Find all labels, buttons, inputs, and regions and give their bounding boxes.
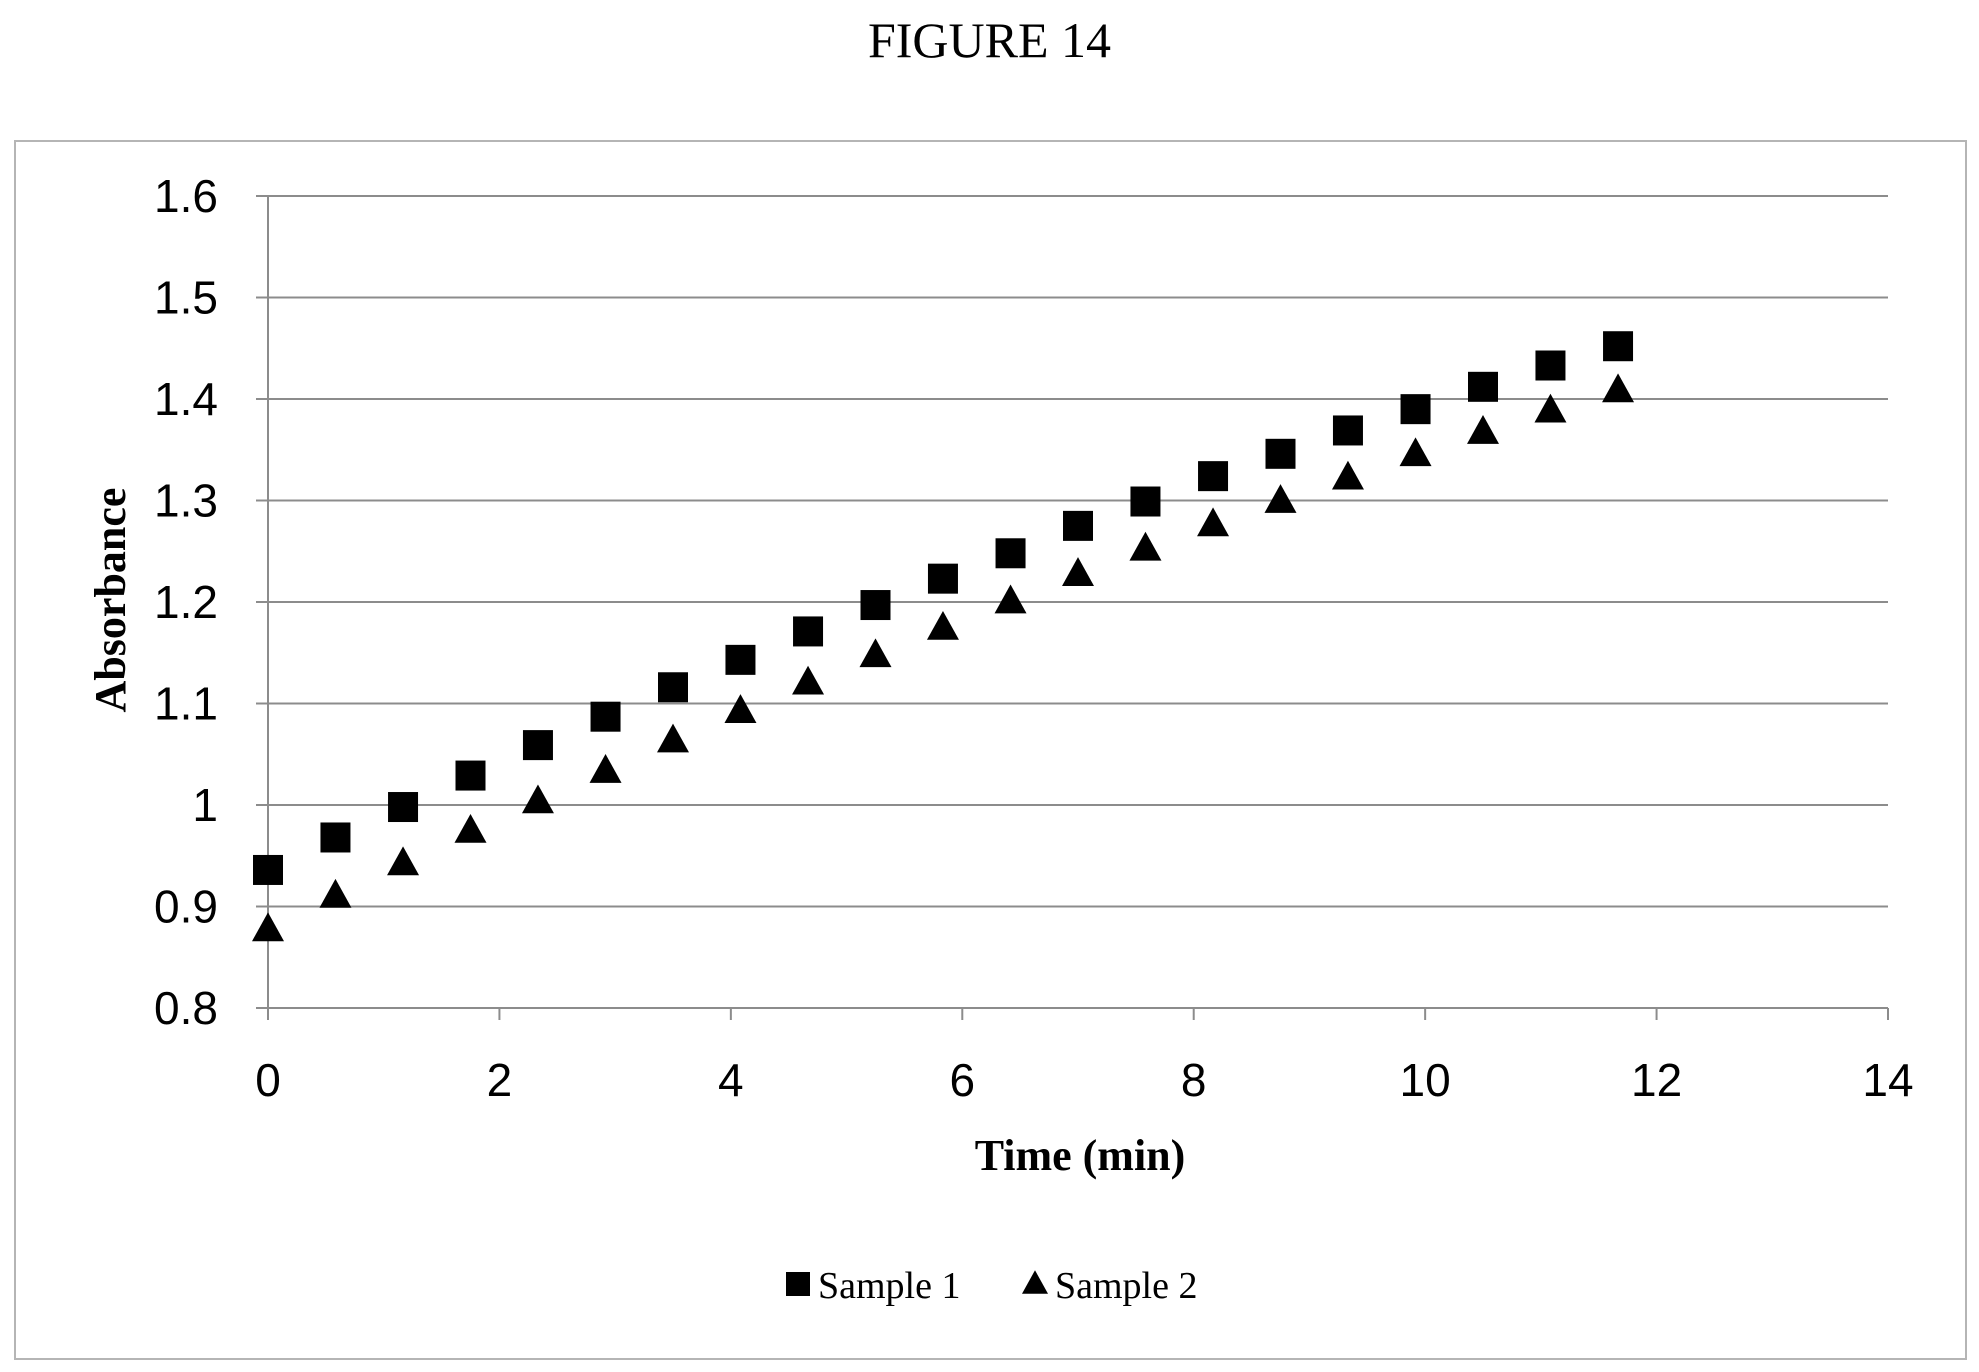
series-2-point	[1534, 393, 1567, 423]
series-1-point	[1468, 371, 1498, 402]
series-1-point	[455, 760, 486, 791]
series-2-point	[1467, 415, 1499, 444]
legend-label: Sample 2	[1055, 1265, 1197, 1307]
series-1-point	[253, 854, 283, 885]
legend-item-2: Sample 2	[1022, 1265, 1197, 1307]
series-1-point	[1400, 394, 1431, 425]
series-2-point	[926, 610, 959, 640]
series-2-point	[1264, 484, 1297, 513]
x-tick-labels: 0 2 4 6 8 10 12 14	[255, 1054, 1913, 1106]
y-tick-label: 1	[192, 779, 218, 831]
y-axis-label: Absorbance	[86, 488, 135, 713]
series-2-point	[387, 846, 420, 876]
axes	[256, 196, 1889, 1020]
series-1-point	[1535, 350, 1566, 381]
x-tick-label: 12	[1631, 1054, 1682, 1106]
series-2-point	[1602, 373, 1635, 403]
series-2-point	[1197, 507, 1230, 537]
series-1-point	[1198, 461, 1229, 492]
series-1-point	[860, 590, 891, 621]
legend-triangle-marker	[1022, 1270, 1048, 1294]
x-tick-label: 14	[1862, 1054, 1913, 1106]
series-1-point	[793, 616, 824, 647]
series-2-point	[521, 784, 554, 814]
x-tick-label: 4	[718, 1054, 744, 1106]
series-2-point	[454, 813, 487, 843]
series-2-point	[1331, 460, 1364, 490]
chart-frame	[14, 140, 1967, 1360]
legend: Sample 1 Sample 2	[786, 1265, 1197, 1307]
y-tick-label: 1.3	[154, 475, 218, 527]
series-1-point	[522, 730, 553, 761]
y-tick-label: 1.4	[154, 373, 218, 425]
series-2-point	[724, 694, 757, 723]
series-1-point	[1265, 438, 1296, 469]
series-2-point	[252, 912, 284, 942]
series-2-point	[657, 723, 689, 753]
series-2-point	[319, 878, 352, 908]
series-2-point	[1399, 437, 1432, 467]
y-tick-labels: 0.8 0.9 1 1.1 1.2 1.3 1.4 1.5 1.6	[154, 170, 218, 1034]
legend-label: Sample 1	[818, 1265, 960, 1307]
series-2-point	[792, 665, 825, 695]
y-tick-label: 1.6	[154, 170, 218, 222]
x-tick-label: 0	[255, 1054, 281, 1106]
series-1-point	[388, 792, 419, 823]
series-1-point	[590, 701, 621, 732]
series-1-point	[1130, 486, 1161, 517]
series-2-point	[1062, 557, 1094, 586]
grid-lines	[256, 195, 1888, 908]
x-axis-label: Time (min)	[975, 1131, 1186, 1180]
y-tick-label: 1.5	[154, 272, 218, 324]
series-1-point	[658, 672, 688, 703]
y-tick-label: 0.9	[154, 881, 218, 933]
series-1-point	[927, 563, 958, 594]
y-tick-label: 1.1	[154, 678, 218, 730]
series-1-point	[995, 538, 1026, 569]
series-2-point	[589, 754, 622, 783]
y-tick-label: 0.8	[154, 982, 218, 1034]
series-2-point	[994, 584, 1027, 614]
legend-square-marker	[786, 1272, 810, 1296]
x-tick-label: 10	[1400, 1054, 1451, 1106]
series-2-point	[859, 638, 892, 668]
series-2-point	[1129, 531, 1162, 561]
series-1-point	[725, 644, 756, 675]
x-tick-label: 2	[487, 1054, 513, 1106]
y-tick-label: 1.2	[154, 576, 218, 628]
series-1-point	[1063, 510, 1093, 541]
series-1-point	[1603, 331, 1634, 362]
data-points	[252, 331, 1635, 942]
figure-title: FIGURE 14	[867, 12, 1112, 68]
series-1-point	[1332, 415, 1363, 446]
x-tick-label: 6	[949, 1054, 975, 1106]
legend-item-1: Sample 1	[786, 1265, 960, 1307]
x-tick-label: 8	[1181, 1054, 1207, 1106]
series-1-point	[320, 822, 351, 853]
